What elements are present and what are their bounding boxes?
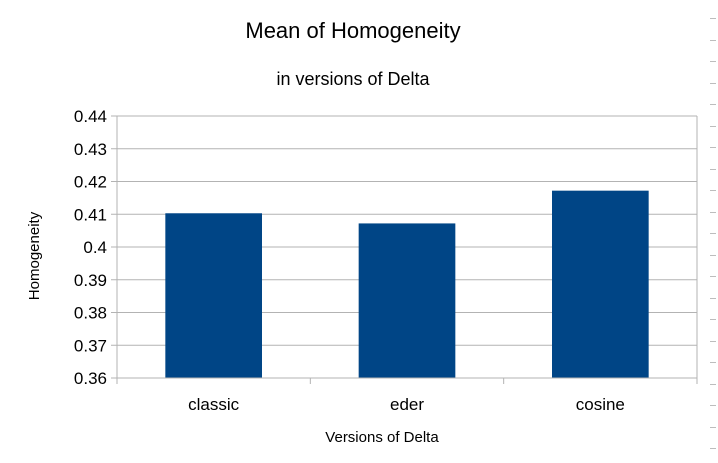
edge-dash	[710, 448, 716, 449]
edge-dash	[710, 233, 716, 234]
x-tick-labels: classic eder cosine	[188, 395, 625, 414]
y-axis-label: Homogeneity	[26, 211, 43, 300]
x-axis-label: Versions of Delta	[325, 429, 439, 446]
edge-dash	[710, 319, 716, 320]
edge-dash	[710, 169, 716, 170]
y-tick-label: 0.42	[74, 173, 107, 192]
y-tick-label: 0.43	[74, 140, 107, 159]
bar	[552, 190, 649, 378]
edge-dash	[710, 212, 716, 213]
y-tick-labels: 0.36 0.37 0.38 0.39 0.4 0.41 0.42 0.43 0.44	[74, 107, 107, 388]
chart-title: Mean of Homogeneity	[245, 18, 460, 43]
y-tick-label: 0.41	[74, 205, 107, 224]
edge-dash	[710, 40, 716, 41]
axes	[111, 115, 698, 384]
x-tick-label: cosine	[576, 395, 625, 414]
edge-dash	[710, 147, 716, 148]
y-tick-label: 0.38	[74, 304, 107, 323]
edge-dash	[710, 362, 716, 363]
chart-subtitle: in versions of Delta	[276, 69, 430, 89]
edge-dash	[710, 126, 716, 127]
edge-dash	[710, 405, 716, 406]
edge-dash	[710, 104, 716, 105]
edge-dash	[710, 384, 716, 385]
y-tick-label: 0.37	[74, 336, 107, 355]
bar	[358, 223, 456, 378]
edge-dash	[710, 427, 716, 428]
x-tick-label: eder	[390, 395, 424, 414]
y-tick-label: 0.44	[74, 107, 107, 126]
edge-dash	[710, 255, 716, 256]
edge-dash	[710, 83, 716, 84]
bars	[165, 190, 649, 378]
y-tick-label: 0.36	[74, 369, 107, 388]
edge-dash	[710, 341, 716, 342]
y-tick-label: 0.4	[83, 238, 107, 257]
edge-dash	[710, 276, 716, 277]
edge-dash	[710, 61, 716, 62]
edge-dash	[710, 18, 716, 19]
y-tick-label: 0.39	[74, 271, 107, 290]
edge-dash	[710, 298, 716, 299]
x-tick-label: classic	[188, 395, 240, 414]
edge-dash	[710, 190, 716, 191]
bar	[165, 213, 262, 378]
